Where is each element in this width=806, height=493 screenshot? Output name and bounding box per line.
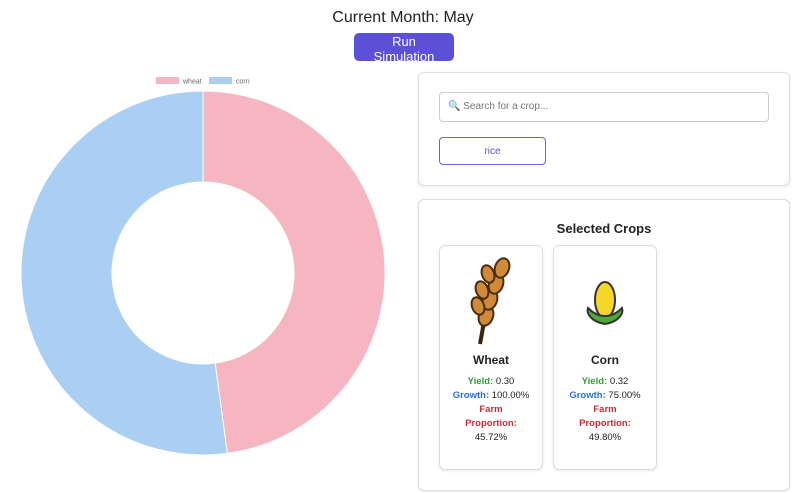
crop-name: Corn bbox=[591, 353, 619, 367]
month-title: Current Month: May bbox=[332, 9, 474, 26]
proportion-label: Farm Proportion: bbox=[579, 404, 631, 429]
crop-card: Wheat Yield: 0.30 Growth: 100.00% Farm P… bbox=[439, 245, 543, 470]
search-panel: 🔍 Search for a crop... rice bbox=[418, 72, 790, 186]
slice bbox=[20, 90, 228, 456]
yield: Yield: 0.30 bbox=[440, 375, 542, 389]
selected-panel: Selected Crops Wheat Yield: 0.30 Growth:… bbox=[418, 199, 790, 491]
proportion: Farm Proportion: 45.72% bbox=[440, 403, 542, 445]
chart: wheat corn bbox=[20, 77, 386, 456]
growth-label: Growth: bbox=[452, 390, 490, 401]
legend-label: corn bbox=[236, 79, 250, 86]
growth: Growth: 75.00% bbox=[554, 389, 656, 403]
growth-label: Growth: bbox=[569, 390, 606, 401]
crop-name: Wheat bbox=[473, 353, 509, 367]
run-button[interactable]: Run Simulation bbox=[354, 33, 454, 64]
wheat-icon bbox=[470, 257, 511, 345]
proportion-value: 45.72% bbox=[474, 432, 508, 443]
corn-icon bbox=[586, 281, 624, 326]
yield-value: 0.32 bbox=[609, 376, 629, 387]
proportion-label: Farm Proportion: bbox=[465, 404, 517, 429]
yield-label: Yield: bbox=[581, 376, 608, 387]
search-input[interactable]: 🔍 Search for a crop... bbox=[439, 92, 769, 122]
legend-label: wheat bbox=[182, 79, 202, 86]
section-title: Selected Crops bbox=[556, 221, 652, 236]
proportion-value: 49.80% bbox=[588, 432, 622, 443]
growth-value: 75.00% bbox=[608, 390, 641, 401]
proportion: Farm Proportion: 49.80% bbox=[554, 403, 656, 445]
yield: Yield: 0.32 bbox=[554, 375, 656, 389]
legend-swatch bbox=[209, 77, 232, 84]
legend-swatch bbox=[156, 77, 179, 84]
growth: Growth: 100.00% bbox=[440, 389, 542, 403]
growth-value: 100.00% bbox=[491, 390, 530, 401]
crop-card: Corn Yield: 0.32 Growth: 75.00% Farm Pro… bbox=[553, 245, 657, 470]
crop-option[interactable]: rice bbox=[439, 137, 546, 165]
slice bbox=[202, 90, 386, 454]
yield-value: 0.30 bbox=[495, 376, 515, 387]
yield-label: Yield: bbox=[467, 376, 494, 387]
